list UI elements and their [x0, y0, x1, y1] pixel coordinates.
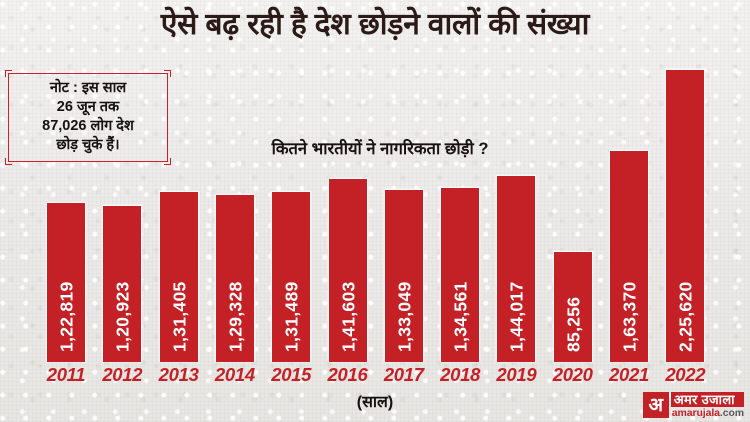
- note-line-3: 87,026 लोग देश: [42, 118, 134, 134]
- bar-2017[interactable]: 1,33,049: [383, 189, 424, 362]
- bar-value-label-2013: 1,31,405: [169, 281, 190, 352]
- note-corner-top-right: [164, 70, 171, 77]
- logo-mark-icon: अ: [642, 392, 669, 418]
- year-label-2014: 2014: [214, 364, 255, 385]
- chart-subtitle: कितने भारतीयों ने नागरिकता छोड़ी ?: [271, 140, 489, 158]
- year-label-2013: 2013: [158, 364, 199, 385]
- bar-value-label-2015: 1,31,489: [281, 281, 302, 352]
- year-label-2018: 2018: [440, 364, 481, 385]
- year-label-2011: 2011: [46, 364, 86, 385]
- bar-value-label-2014: 1,29,328: [225, 281, 246, 352]
- year-label-2016: 2016: [327, 364, 368, 385]
- bar-chart-plot: 1,22,819 1,20,923 1,31,405 1,29,328 1,31,489…: [44, 50, 726, 362]
- note-box: नोट : इस साल 26 जून तक 87,026 लोग देश छो…: [5, 70, 171, 165]
- year-label-2019: 2019: [496, 364, 537, 385]
- x-axis-year-labels: 2011 2012 2013 2014 2015 2016 2017 2018 2019 2020…: [44, 364, 726, 390]
- bar-value-label-2019: 1,44,017: [506, 281, 527, 352]
- bar-value-label-2020: 85,256: [563, 296, 584, 352]
- note-corner-bottom-left: [5, 158, 12, 165]
- bar-value-label-2016: 1,41,603: [338, 281, 358, 352]
- bar-2013[interactable]: 1,31,405: [158, 191, 199, 362]
- note-corner-bottom-right: [164, 158, 171, 165]
- bar-rect-2014: 1,29,328: [214, 194, 255, 362]
- note-line-1: नोट : इस साल: [49, 80, 127, 96]
- year-label-2017: 2017: [383, 364, 424, 385]
- bar-2014[interactable]: 1,29,328: [214, 194, 255, 362]
- bar-2022[interactable]: 2,25,620: [665, 69, 706, 362]
- bar-2015[interactable]: 1,31,489: [271, 191, 312, 362]
- note-line-4: छोड़ चुके हैं।: [56, 137, 120, 153]
- bar-rect-2018: 1,34,561: [440, 187, 481, 362]
- bar-value-label-2012: 1,20,923: [112, 281, 133, 352]
- bar-rect-2013: 1,31,405: [158, 191, 199, 362]
- bar-2016[interactable]: 1,41,603: [327, 178, 368, 362]
- bar-value-label-2018: 1,34,561: [450, 281, 471, 352]
- year-label-2022: 2022: [665, 364, 706, 385]
- note-corner-top-left: [5, 70, 12, 77]
- bar-rect-2019: 1,44,017: [496, 175, 537, 362]
- bar-rect-2015: 1,31,489: [271, 191, 312, 362]
- logo-text: अमर उजाला amarujala.com: [670, 391, 744, 419]
- year-label-2015: 2015: [271, 364, 312, 385]
- amarujala-logo: अ अमर उजाला amarujala.com: [642, 391, 744, 419]
- x-axis-title: (साल): [356, 394, 394, 411]
- logo-hindi-name: अमर उजाला: [670, 391, 744, 407]
- logo-url-tld: .com: [719, 406, 744, 419]
- bar-rect-2011: 1,22,819: [46, 202, 86, 362]
- page-title: ऐसे बढ़ रही है देश छोड़ने वालों की संख्य…: [160, 8, 590, 41]
- year-label-2020: 2020: [552, 364, 593, 385]
- bar-value-label-2022: 2,25,620: [675, 281, 696, 352]
- note-line-2: 26 जून तक: [56, 99, 120, 115]
- bar-rect-2012: 1,20,923: [102, 205, 143, 362]
- bar-2021[interactable]: 1,63,370: [609, 150, 649, 362]
- year-label-2021: 2021: [609, 364, 649, 385]
- bar-value-label-2011: 1,22,819: [56, 281, 77, 352]
- bar-value-label-2017: 1,33,049: [394, 281, 415, 352]
- bar-2019[interactable]: 1,44,017: [496, 175, 537, 362]
- bar-rect-2021: 1,63,370: [609, 150, 649, 362]
- bar-rect-2016: 1,41,603: [327, 178, 368, 362]
- logo-url: amarujala.com: [671, 407, 744, 419]
- bar-2012[interactable]: 1,20,923: [102, 205, 143, 362]
- logo-url-name: amarujala: [671, 406, 720, 419]
- bar-2011[interactable]: 1,22,819: [46, 202, 86, 362]
- bar-2020[interactable]: 85,256: [552, 251, 593, 362]
- bar-rect-2022: 2,25,620: [665, 69, 706, 362]
- bar-2018[interactable]: 1,34,561: [440, 187, 481, 362]
- bar-rect-2020: 85,256: [552, 251, 593, 362]
- bar-value-label-2021: 1,63,370: [619, 281, 640, 352]
- bar-rect-2017: 1,33,049: [383, 189, 424, 362]
- year-label-2012: 2012: [102, 364, 143, 385]
